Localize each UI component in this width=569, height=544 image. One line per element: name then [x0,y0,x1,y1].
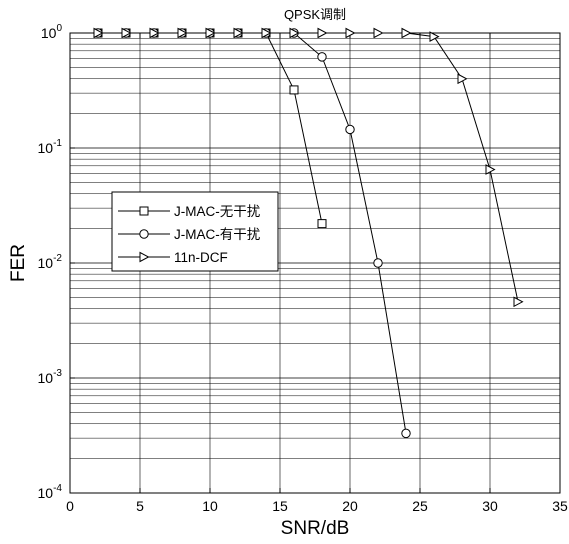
x-axis-title: SNR/dB [281,518,350,539]
data-point [345,27,356,39]
data-point [289,85,299,95]
legend-item: J-MAC-有干扰 [118,227,261,242]
data-point [401,27,412,39]
data-point [373,27,384,39]
data-point [149,27,160,39]
legend-marker [139,229,149,239]
data-point [317,27,328,39]
x-tick-label: 25 [412,498,428,514]
legend-item: 11n-DCF [118,250,228,265]
legend-item: J-MAC-无干扰 [118,204,261,219]
data-point [317,219,327,229]
y-tick-label: 100 [41,23,63,41]
legend-marker [139,206,149,216]
series-2 [93,27,524,308]
data-point [345,124,355,135]
data-point [233,27,244,39]
series-line [98,32,519,302]
series-lines [93,27,524,439]
data-point [289,27,300,39]
axis-ticks: 0 5 10 15 20 25 30 35 10-4 10-3 10-2 10-1 100 [38,23,568,514]
data-point [261,27,272,39]
x-tick-label: 20 [342,498,358,514]
legend: J-MAC-无干扰 J-MAC-有干扰 11n-DCF [111,191,279,272]
legend-label: J-MAC-有干扰 [174,227,261,242]
data-point [429,31,440,42]
y-tick-label: 10-2 [38,253,63,271]
x-tick-label: 0 [66,498,74,514]
grid [70,33,560,493]
data-point [121,27,132,39]
data-point [513,296,524,308]
data-point [93,27,104,39]
y-tick-label: 10-3 [38,368,63,386]
legend-label: J-MAC-无干扰 [174,204,261,219]
data-point [373,258,383,268]
y-tick-label: 10-4 [38,483,63,501]
y-axis-title: FER [8,244,29,282]
legend-marker [139,251,150,263]
data-point [317,52,327,62]
data-point [205,27,216,39]
x-tick-label: 30 [482,498,498,514]
data-point [177,27,188,39]
x-tick-label: 15 [272,498,288,514]
data-point [485,164,496,175]
legend-label: 11n-DCF [174,250,228,265]
x-tick-label: 35 [552,498,568,514]
x-tick-label: 5 [136,498,144,514]
data-point [401,428,411,439]
y-tick-label: 10-1 [38,138,63,156]
chart-title: QPSK调制 [284,7,346,22]
data-point [457,73,468,85]
x-tick-label: 10 [202,498,218,514]
